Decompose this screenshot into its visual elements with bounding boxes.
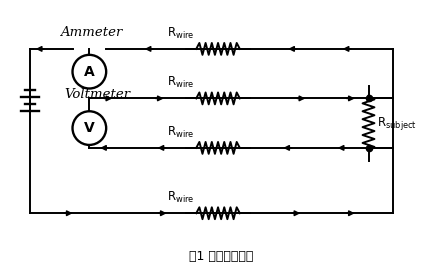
Text: Voltmeter: Voltmeter xyxy=(64,88,130,101)
Text: 图1 四线制测电阴: 图1 四线制测电阴 xyxy=(189,250,253,263)
Text: R$_{\mathregular{wire}}$: R$_{\mathregular{wire}}$ xyxy=(167,26,194,41)
Text: Ammeter: Ammeter xyxy=(60,26,123,39)
Text: R$_{\mathregular{wire}}$: R$_{\mathregular{wire}}$ xyxy=(167,125,194,140)
Text: R$_{\mathregular{subject}}$: R$_{\mathregular{subject}}$ xyxy=(377,115,417,132)
Text: A: A xyxy=(84,65,95,79)
Text: R$_{\mathregular{wire}}$: R$_{\mathregular{wire}}$ xyxy=(167,190,194,205)
Text: R$_{\mathregular{wire}}$: R$_{\mathregular{wire}}$ xyxy=(167,75,194,91)
Text: V: V xyxy=(84,121,95,135)
